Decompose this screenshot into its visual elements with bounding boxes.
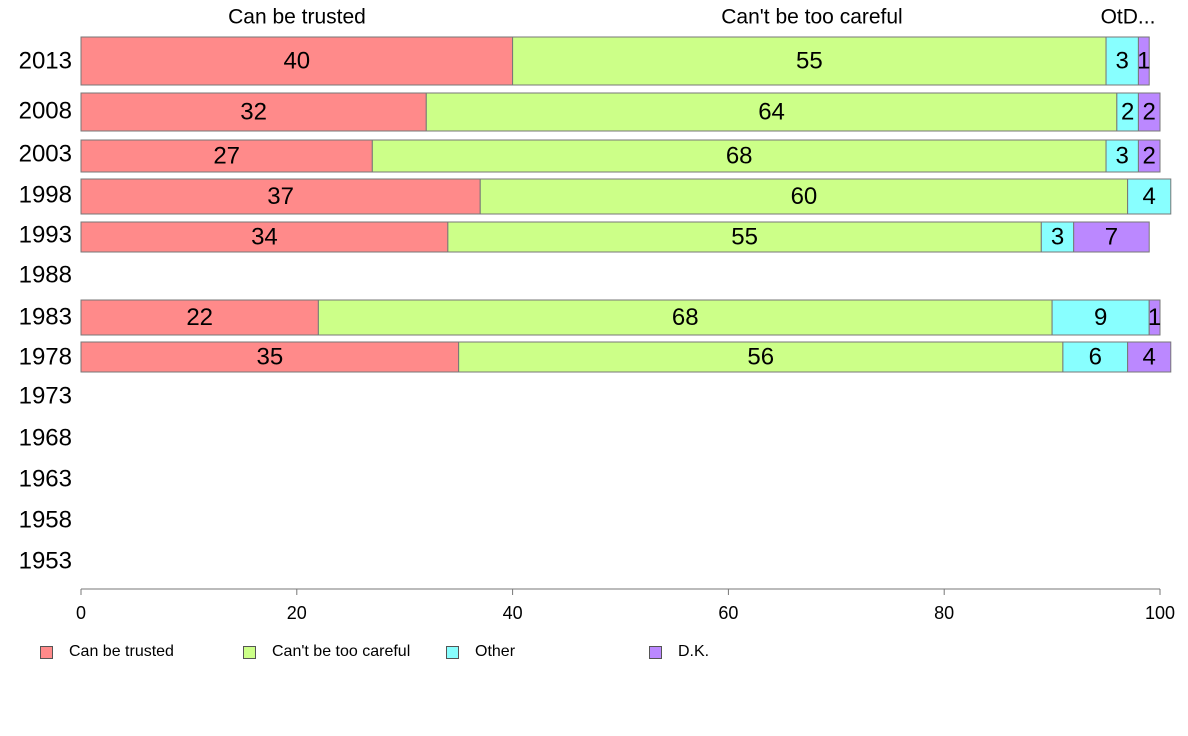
top-label-3: OtD...	[1101, 6, 1156, 29]
bar-2013-other	[1105, 36, 1139, 86]
value-label-1983-can-be-trusted: 22	[186, 304, 213, 331]
legend-label-can-t-be-too-careful: Can't be too careful	[272, 643, 411, 660]
value-label-2013-can-be-trusted: 40	[283, 47, 310, 74]
x-tick-label-0: 0	[76, 603, 86, 623]
y-label-1953: 1953	[19, 547, 72, 574]
value-label-2003-can-be-trusted: 27	[213, 142, 240, 169]
bar-1998-other	[1127, 178, 1172, 215]
y-axis-labels: 2013 2008 2003 1998 1993 1988 1983 1978 1973 1968…	[19, 47, 72, 574]
top-labels: Can be trusted Can't be too careful OtD...	[228, 6, 1155, 29]
y-label-1983: 1983	[19, 303, 72, 330]
bar-1993-d-k	[1073, 221, 1150, 253]
value-label-2008-d-k: 2	[1143, 98, 1156, 125]
y-label-2013: 2013	[19, 47, 72, 74]
top-label-1: Can be trusted	[228, 6, 366, 29]
chart: 40 55 3 132 64 2 227 68 3 237 60 434 55 3 722 68 9 135 56 6…	[19, 6, 1175, 623]
value-label-1993-can-t-be-too-careful: 55	[731, 223, 758, 250]
bar-1978-can-be-trusted	[80, 341, 460, 373]
x-tick-label-100: 100	[1145, 603, 1175, 623]
x-tick-label-60: 60	[718, 603, 738, 623]
value-label-1993-other: 3	[1051, 223, 1064, 250]
y-label-1973: 1973	[19, 382, 72, 409]
bar-1983-d-k	[1148, 299, 1161, 336]
bar-1983-other	[1051, 299, 1150, 336]
bar-2008-can-t-be-too-careful	[425, 92, 1118, 132]
y-label-1978: 1978	[19, 343, 72, 370]
bars-group: 40 55 3 132 64 2 227 68 3 237 60 434 55 3 722 68 9 135 56 6…	[80, 36, 1172, 373]
bar-2013-can-be-trusted	[80, 36, 514, 86]
legend-swatch-can-t-be-too-careful	[243, 645, 256, 659]
legend-swatch-d-k	[649, 645, 662, 659]
bar-1998-can-t-be-too-careful	[479, 178, 1129, 215]
legend-label-other: Other	[475, 643, 516, 660]
top-label-2: Can't be too careful	[721, 6, 902, 29]
y-label-2008: 2008	[19, 97, 72, 124]
bar-1998-can-be-trusted	[80, 178, 481, 215]
bar-1993-can-be-trusted	[80, 221, 449, 253]
bar-1978-d-k	[1127, 341, 1172, 373]
x-tick-label-40: 40	[503, 603, 523, 623]
legend-item-d-k: D.K.	[649, 643, 709, 661]
value-label-1983-can-t-be-too-careful: 68	[672, 304, 699, 331]
value-label-1978-can-be-trusted: 35	[256, 343, 283, 370]
y-label-1988: 1988	[19, 261, 72, 288]
value-label-1993-d-k: 7	[1105, 223, 1118, 250]
bar-2003-other	[1105, 139, 1139, 173]
value-label-2008-can-t-be-too-careful: 64	[758, 98, 785, 125]
value-label-1983-d-k: 1	[1148, 304, 1161, 331]
value-label-2008-other: 2	[1121, 98, 1134, 125]
legend-item-can-t-be-too-careful: Can't be too careful	[243, 643, 410, 661]
y-label-1958: 1958	[19, 506, 72, 533]
value-label-1998-can-t-be-too-careful: 60	[791, 183, 818, 210]
y-label-1968: 1968	[19, 424, 72, 451]
bar-1983-can-be-trusted	[80, 299, 319, 336]
value-label-1983-other: 9	[1094, 304, 1107, 331]
bar-1993-can-t-be-too-careful	[447, 221, 1042, 253]
x-axis: 0 20 40 60 80 100	[76, 588, 1175, 623]
value-label-2013-d-k: 1	[1137, 47, 1150, 74]
value-label-1978-other: 6	[1089, 343, 1102, 370]
legend-label-d-k: D.K.	[678, 643, 710, 660]
legend-label-can-be-trusted: Can be trusted	[69, 643, 174, 660]
value-label-1998-can-be-trusted: 37	[267, 183, 294, 210]
bar-2003-can-t-be-too-careful	[371, 139, 1107, 173]
y-label-1993: 1993	[19, 221, 72, 248]
legend-swatch-can-be-trusted	[40, 645, 53, 659]
value-label-2008-can-be-trusted: 32	[240, 98, 267, 125]
y-label-2003: 2003	[19, 140, 72, 167]
y-label-1998: 1998	[19, 181, 72, 208]
value-label-2013-can-t-be-too-careful: 55	[796, 47, 823, 74]
value-label-2013-other: 3	[1116, 47, 1129, 74]
value-label-2003-other: 3	[1116, 142, 1129, 169]
value-label-1993-can-be-trusted: 34	[251, 223, 278, 250]
bar-2003-can-be-trusted	[80, 139, 373, 173]
bar-2003-d-k	[1137, 139, 1161, 173]
value-label-1998-other: 4	[1143, 183, 1156, 210]
y-label-1963: 1963	[19, 465, 72, 492]
x-tick-label-80: 80	[934, 603, 954, 623]
bar-1978-other	[1062, 341, 1129, 373]
legend-item-other: Other	[446, 643, 515, 661]
bar-2013-d-k	[1137, 36, 1150, 86]
value-label-1978-d-k: 4	[1143, 343, 1156, 370]
bar-2013-can-t-be-too-careful	[512, 36, 1107, 86]
value-label-2003-d-k: 2	[1143, 142, 1156, 169]
legend-item-can-be-trusted: Can be trusted	[40, 643, 174, 661]
x-tick-label-20: 20	[287, 603, 307, 623]
bar-1993-other	[1040, 221, 1075, 253]
value-label-1978-can-t-be-too-careful: 56	[747, 343, 774, 370]
bar-2008-d-k	[1137, 92, 1161, 132]
value-label-2003-can-t-be-too-careful: 68	[726, 142, 753, 169]
legend-swatch-other	[446, 645, 459, 659]
